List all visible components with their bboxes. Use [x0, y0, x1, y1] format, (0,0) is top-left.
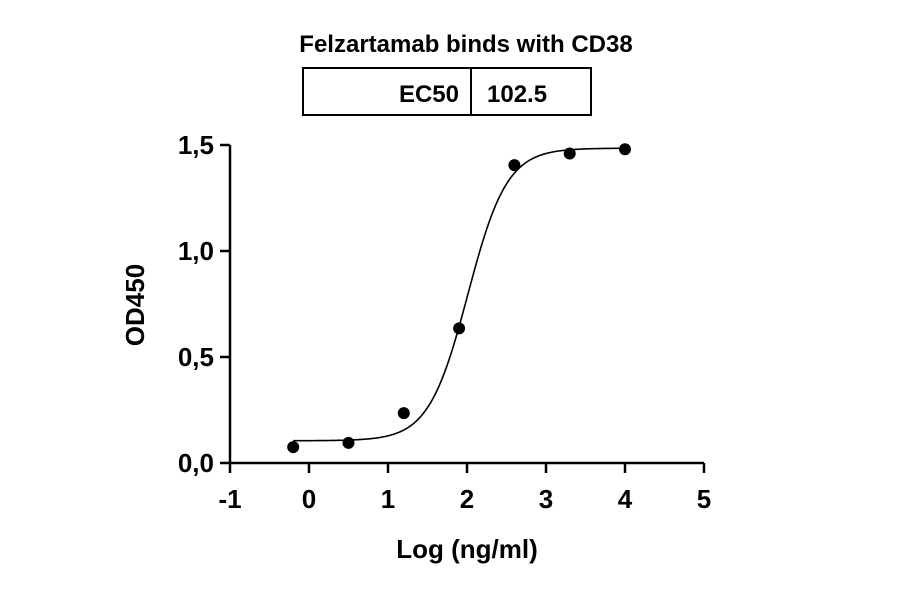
data-point [508, 159, 521, 172]
y-axis-ticks: 0,0 0,5 1,0 1,5 [178, 130, 230, 478]
x-axis-ticks: -1 0 1 2 3 4 5 [218, 463, 711, 514]
x-axis-label: Log (ng/ml) [396, 534, 538, 564]
x-tick-label: 5 [697, 484, 711, 514]
y-axis-label: OD450 [120, 264, 150, 346]
x-tick-label: -1 [218, 484, 241, 514]
data-point [563, 147, 576, 160]
y-tick-label: 1,5 [178, 130, 214, 160]
data-point [287, 441, 300, 454]
chart-title: Felzartamab binds with CD38 [299, 31, 632, 58]
ec50-label: EC50 [399, 81, 459, 108]
y-tick-label: 0,0 [178, 448, 214, 478]
data-point [453, 322, 466, 335]
x-tick-label: 1 [381, 484, 395, 514]
x-tick-label: 0 [302, 484, 316, 514]
x-tick-label: 2 [460, 484, 474, 514]
axes [228, 145, 704, 465]
ec50-value: 102.5 [487, 81, 547, 108]
ec50-table: EC50 102.5 [302, 67, 592, 116]
data-points [287, 143, 631, 454]
data-point [397, 407, 410, 420]
ec50-table-frame [302, 67, 592, 116]
data-point [342, 436, 355, 449]
y-tick-label: 0,5 [178, 342, 214, 372]
x-tick-label: 4 [618, 484, 633, 514]
fit-curve [293, 147, 626, 442]
data-point [619, 143, 631, 156]
x-tick-label: 3 [539, 484, 553, 514]
y-tick-label: 1,0 [178, 236, 214, 266]
